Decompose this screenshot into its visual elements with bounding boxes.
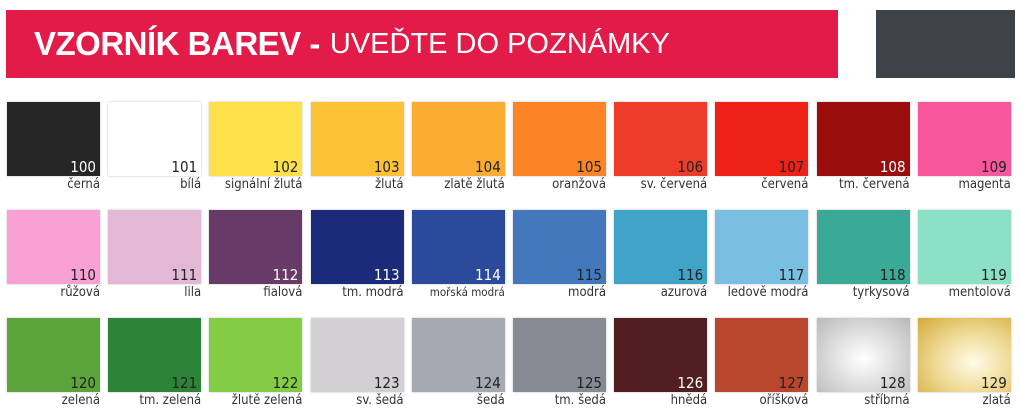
swatch-name: červená [761,177,809,192]
title-bold: VZORNÍK BAREV - [34,25,320,62]
swatch-name: růžová [60,285,100,300]
swatch-code: 119 [981,266,1007,284]
color-swatch-106[interactable]: 106 [614,102,708,176]
swatch-code: 106 [677,158,704,176]
swatch-name: stříbrná [864,393,910,408]
swatch-name: tm. červená [839,177,910,192]
swatch-code: 100 [70,158,96,176]
swatch-code: 128 [879,374,906,392]
swatch-code: 101 [171,158,198,176]
swatch-code: 125 [576,374,602,392]
swatch-code: 114 [475,266,501,284]
color-swatch-101[interactable]: 101 [108,102,202,176]
swatch-name: sv. šedá [356,393,404,408]
color-swatch-129[interactable]: 129 [917,318,1011,392]
color-swatch-110[interactable]: 110 [7,210,100,284]
swatch-code: 123 [373,374,400,392]
swatch-name: tyrkysová [852,285,910,300]
color-swatch-103[interactable]: 103 [310,102,404,176]
side-box [876,10,1015,78]
title-subtitle: UVEĎTE DO POZNÁMKY [329,27,670,60]
swatch-code: 122 [272,374,299,392]
color-swatch-123[interactable]: 123 [310,318,404,392]
swatch-code: 118 [879,266,906,284]
swatch-code: 102 [272,158,299,176]
swatch-name: modrá [568,285,606,300]
header-banner: VZORNÍK BAREV - UVEĎTE DO POZNÁMKY [6,10,838,78]
swatch-name: signální žlutá [224,177,303,192]
swatch-name: tm. šedá [554,393,606,408]
swatch-name: žlutá [375,177,404,192]
swatch-code: 117 [778,266,805,284]
swatch-name: sv. červená [640,177,708,192]
swatch-code: 129 [981,374,1007,392]
swatch-name: azurová [660,285,708,300]
swatch-name: mentolová [948,285,1011,300]
swatch-code: 127 [778,374,805,392]
swatch-name: tm. zelená [139,393,202,408]
swatch-name: oranžová [552,177,606,192]
swatch-code: 115 [576,266,602,284]
swatch-name: magenta [958,177,1011,192]
swatch-name: mořská modrá [429,285,505,299]
color-swatch-116[interactable]: 116 [614,210,708,284]
color-swatch-100[interactable]: 100 [7,102,100,176]
color-swatch-122[interactable]: 122 [209,318,303,392]
swatch-code: 126 [677,374,704,392]
swatch-code: 112 [272,266,299,284]
swatch-code: 107 [778,158,805,176]
swatch-name: šedá [476,393,505,408]
swatch-code: 109 [981,158,1007,176]
swatch-code: 121 [171,374,198,392]
color-swatch-102[interactable]: 102 [209,102,303,176]
swatch-code: 124 [475,374,501,392]
swatch-code: 104 [475,158,501,176]
swatch-name: oříšková [759,393,809,408]
color-swatch-127[interactable]: 127 [715,318,809,392]
color-swatch-118[interactable]: 118 [816,210,910,284]
swatch-name: lila [184,285,202,300]
swatch-code: 111 [171,266,198,284]
color-swatch-119[interactable]: 119 [917,210,1011,284]
swatch-name: bílá [180,177,202,192]
swatch-code: 105 [576,158,602,176]
color-swatch-125[interactable]: 125 [513,318,606,392]
color-swatch-104[interactable]: 104 [411,102,505,176]
swatch-name: žlutě zelená [231,393,303,408]
color-swatch-126[interactable]: 126 [614,318,708,392]
color-swatch-109[interactable]: 109 [917,102,1011,176]
color-swatch-111[interactable]: 111 [108,210,202,284]
swatch-name: zelená [61,393,100,408]
swatch-name: hnědá [670,393,708,408]
swatch-name: zlatá [982,393,1011,408]
swatch-code: 116 [677,266,704,284]
color-swatch-128[interactable]: 128 [816,318,910,392]
swatch-code: 110 [70,266,96,284]
swatch-code: 103 [373,158,400,176]
swatch-name: černá [67,177,100,192]
swatch-name: fialová [263,285,303,300]
color-swatch-115[interactable]: 115 [513,210,606,284]
swatch-code: 113 [373,266,400,284]
color-swatch-108[interactable]: 108 [816,102,910,176]
color-swatch-114[interactable]: 114 [411,210,505,284]
color-swatch-117[interactable]: 117 [715,210,809,284]
swatch-name: tm. modrá [342,285,404,300]
color-swatch-124[interactable]: 124 [411,318,505,392]
swatch-code: 120 [70,374,96,392]
swatch-code: 108 [879,158,906,176]
swatch-name: ledově modrá [727,285,809,300]
swatch-name: zlatě žlutá [444,177,505,192]
color-swatch-112[interactable]: 112 [209,210,303,284]
color-swatch-121[interactable]: 121 [108,318,202,392]
color-swatch-107[interactable]: 107 [715,102,809,176]
color-swatch-120[interactable]: 120 [7,318,100,392]
color-swatch-113[interactable]: 113 [310,210,404,284]
color-swatch-105[interactable]: 105 [513,102,606,176]
